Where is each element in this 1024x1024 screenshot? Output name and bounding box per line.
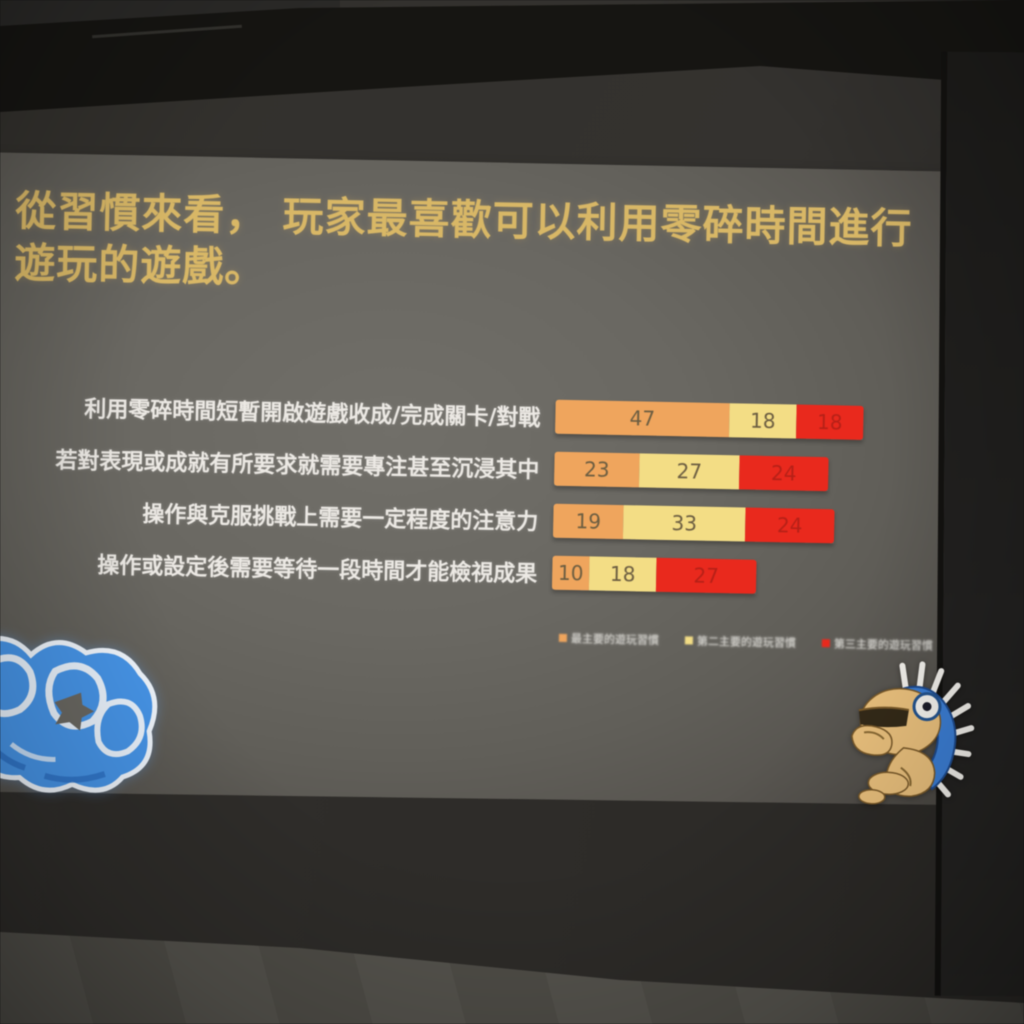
bar-value-label: 27 bbox=[676, 459, 703, 484]
stacked-bar: 23 27 24 bbox=[553, 451, 829, 492]
legend-swatch-icon bbox=[821, 639, 830, 648]
stacked-bar: 47 18 18 bbox=[555, 399, 864, 440]
bar-segment: 24 bbox=[738, 455, 829, 492]
bar-value-label: 24 bbox=[770, 461, 797, 486]
bar-segment: 18 bbox=[795, 404, 864, 440]
right-pillar bbox=[934, 51, 1024, 997]
legend-label: 最主要的遊玩習慣 bbox=[570, 632, 660, 647]
chart-row: 利用零碎時間短暫開啟遊戲收成/完成關卡/對戰 47 18 18 bbox=[0, 388, 950, 441]
bar-segment: 33 bbox=[622, 505, 746, 542]
bar-value-label: 18 bbox=[609, 561, 636, 587]
bar-segment: 27 bbox=[655, 557, 757, 594]
bar-value-label: 47 bbox=[629, 406, 656, 431]
legend-swatch-icon bbox=[558, 633, 568, 642]
chart-row: 若對表現或成就有所要求就需要專注甚至沉浸其中 23 27 24 bbox=[0, 440, 949, 493]
bar-segment: 23 bbox=[553, 451, 640, 488]
bar-segment: 18 bbox=[729, 403, 797, 439]
legend-item: 第三主要的遊玩習慣 bbox=[821, 635, 933, 653]
category-label: 操作或設定後需要等待一段時間才能檢視成果 bbox=[97, 553, 538, 588]
bar-value-label: 18 bbox=[749, 408, 776, 434]
legend-swatch-icon bbox=[684, 636, 693, 645]
bar-segment: 27 bbox=[638, 453, 740, 490]
bar-value-label: 18 bbox=[816, 409, 843, 435]
legend-label: 第二主要的遊玩習慣 bbox=[696, 634, 797, 650]
category-label: 操作與克服挑戰上需要一定程度的注意力 bbox=[142, 502, 539, 536]
blue-graffiti-art-icon bbox=[0, 635, 158, 793]
bar-value-label: 23 bbox=[583, 457, 610, 482]
bar-value-label: 19 bbox=[575, 509, 602, 534]
legend-item: 第二主要的遊玩習慣 bbox=[684, 632, 797, 650]
bar-value-label: 33 bbox=[671, 511, 698, 536]
bar-segment: 47 bbox=[555, 399, 730, 438]
stacked-bar-chart: 利用零碎時間短暫開啟遊戲收成/完成關卡/對戰 47 18 18 若對表現或成就有所要求就… bbox=[0, 388, 950, 615]
chart-row: 操作或設定後需要等待一段時間才能檢視成果 10 18 27 bbox=[0, 544, 947, 597]
slide-title: 從習慣來看， 玩家最喜歡可以利用零碎時間進行遊玩的遊戲。 bbox=[13, 186, 913, 293]
chart-legend: 最主要的遊玩習慣 第二主要的遊玩習慣 第三主要的遊玩習慣 bbox=[558, 630, 933, 654]
stacked-bar: 10 18 27 bbox=[551, 555, 757, 594]
chart-row: 操作與克服挑戰上需要一定程度的注意力 19 33 24 bbox=[0, 492, 948, 545]
category-label: 利用零碎時間短暫開啟遊戲收成/完成關卡/對戰 bbox=[84, 397, 541, 432]
ceiling-beam bbox=[0, 0, 1024, 112]
bar-segment: 19 bbox=[552, 503, 624, 540]
bar-segment: 18 bbox=[588, 556, 657, 592]
bar-segment: 24 bbox=[744, 507, 835, 544]
legend-item: 最主要的遊玩習慣 bbox=[558, 630, 660, 648]
bar-value-label: 27 bbox=[693, 563, 720, 589]
category-label: 若對表現或成就有所要求就需要專注甚至沉浸其中 bbox=[55, 448, 540, 484]
bar-value-label: 24 bbox=[776, 513, 803, 538]
bar-segment: 10 bbox=[551, 555, 590, 591]
stacked-bar: 19 33 24 bbox=[552, 503, 835, 544]
legend-label: 第三主要的遊玩習慣 bbox=[833, 637, 933, 653]
bar-value-label: 10 bbox=[557, 560, 584, 586]
mascot-character-icon bbox=[851, 661, 975, 805]
